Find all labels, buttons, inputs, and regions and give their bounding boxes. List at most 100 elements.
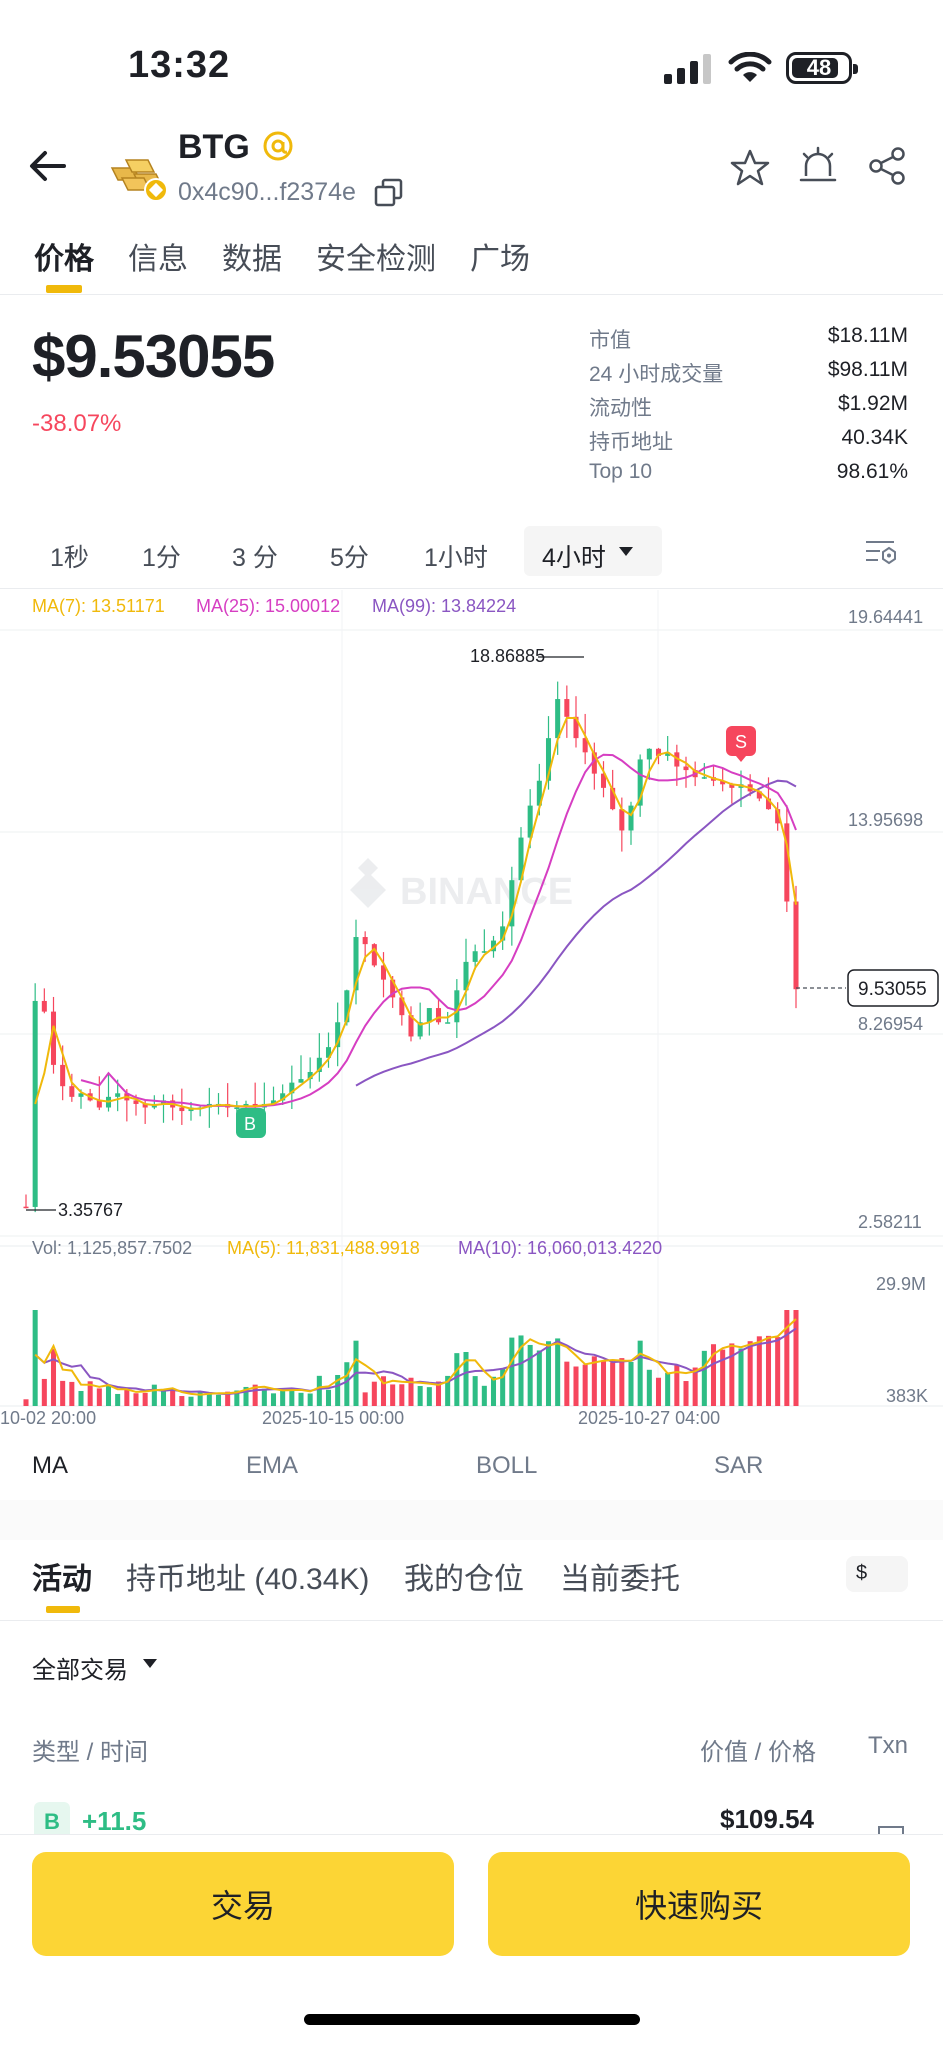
tab-data[interactable]: 数据 [222,243,282,276]
timeframe-1m[interactable]: 1分 [142,544,181,572]
trade-filter-dropdown[interactable]: 全部交易 [32,1657,128,1684]
candle-body [637,759,643,806]
volume-bar [775,1337,781,1406]
tab-price[interactable]: 价格 [34,243,94,276]
currency-toggle[interactable]: $ [846,1556,908,1592]
volume-bar [170,1389,176,1406]
tab-square[interactable]: 广场 [470,243,530,276]
volume-bar [692,1367,698,1406]
timeframe-5m[interactable]: 5分 [330,544,369,572]
volume-bar [701,1350,707,1406]
candle-body [325,1047,332,1058]
volume-bar [545,1341,552,1406]
candle-body [683,766,689,771]
volume-bar [160,1391,167,1406]
timeframe-4h[interactable]: 4小时 [542,544,606,572]
tab-security-check[interactable]: 安全检测 [316,243,436,276]
star-favorite-icon[interactable] [730,148,770,186]
candle-body [729,784,735,788]
timeframe-1h[interactable]: 1小时 [424,544,488,572]
volume-bar [399,1384,405,1406]
indicator-ema[interactable]: EMA [246,1452,299,1479]
candle-body [133,1100,139,1104]
candle-body [335,1022,341,1048]
quick-buy-button[interactable]: 快速购买 [488,1852,910,1956]
filter-caret-icon[interactable] [142,1658,158,1670]
time-axis-label-2: 2025-10-15 00:00 [262,1408,405,1428]
candle-body [454,990,460,1023]
candle-body [179,1107,185,1112]
tab-holders[interactable]: 持币地址 (40.34K) [126,1563,370,1596]
trade-row[interactable]: B +11.5 $109.54 [0,1798,943,1838]
candle-body [344,990,350,1023]
candlestick-chart[interactable]: BINANCE 18.86885 3.35767 9.53055 19.6444… [0,590,943,1410]
volume-bar [500,1368,506,1406]
price-change: -38.07% [32,410,122,437]
volume-bar [316,1375,322,1406]
candle-body [435,1008,442,1023]
indicator-ma[interactable]: MA [32,1452,68,1479]
volume-bar [490,1376,497,1406]
trade-button-label: 交易 [210,1888,275,1924]
volume-bar [472,1376,478,1406]
external-link-icon[interactable] [878,1826,904,1838]
candle-body [655,748,662,756]
ma7-legend: MA(7): 13.51171 [32,596,165,616]
candle-body [481,951,487,953]
alert-siren-icon[interactable] [798,146,838,186]
candle-body [280,1093,286,1101]
token-logo-icon [110,159,168,202]
candle-body [96,1100,102,1108]
high-price-label: 18.86885 [470,646,545,666]
timeframe-1s[interactable]: 1秒 [50,544,89,572]
volume-ma5-legend: MA(5): 11,831,488.9918 [227,1238,420,1258]
timeframe-3m[interactable]: 3 分 [232,544,278,572]
copy-icon[interactable] [374,178,404,208]
stat-value-liquidity: $1.92M [837,392,908,415]
volume-bar [50,1349,57,1406]
chart-settings-icon[interactable] [864,536,898,568]
candle-body [60,1064,66,1087]
price-axis-label-3: 8.26954 [858,1014,923,1034]
candle-body [610,787,616,810]
volume-bar [280,1389,286,1406]
time-axis-label-3: 2025-10-27 04:00 [578,1408,721,1428]
contract-address: 0x4c90...f2374e [178,178,356,206]
stat-value-holders: 40.34K [841,426,908,449]
volume-bar [335,1374,341,1406]
volume-bar [426,1387,432,1406]
ma7-line [34,717,797,1110]
wifi-icon [728,52,772,82]
volume-bar [206,1393,212,1406]
volume-bar [41,1378,47,1406]
back-arrow-icon[interactable] [28,148,68,184]
volume-bar [87,1381,93,1406]
candle-body [573,716,579,739]
candle-body [115,1093,121,1097]
volume-bar [765,1335,772,1406]
indicator-boll[interactable]: BOLL [476,1452,538,1479]
tab-open-orders[interactable]: 当前委托 [560,1563,680,1596]
tab-activity[interactable]: 活动 [32,1563,92,1596]
volume-bar [96,1388,102,1406]
volume-bar [435,1381,442,1406]
tab-my-positions[interactable]: 我的仓位 [404,1563,524,1596]
indicator-sar[interactable]: SAR [714,1452,764,1479]
trade-button[interactable]: 交易 [32,1852,454,1956]
bottom-bar-divider [0,1834,943,1835]
volume-bar [124,1388,130,1406]
battery-icon: 48 [786,52,858,84]
volume-bar [344,1362,350,1406]
sell-marker[interactable]: S [726,726,756,762]
buy-marker[interactable]: B [236,1108,266,1138]
share-icon[interactable] [868,146,908,186]
candle-body [591,752,597,774]
candle-body [408,1015,414,1037]
volume-ma5-line [34,1318,797,1396]
dropdown-caret-icon[interactable] [618,546,634,558]
candle-body [527,805,533,838]
tab-info[interactable]: 信息 [128,243,188,276]
candle-body [600,773,607,788]
volume-bar [729,1343,735,1406]
candle-body [353,937,359,991]
